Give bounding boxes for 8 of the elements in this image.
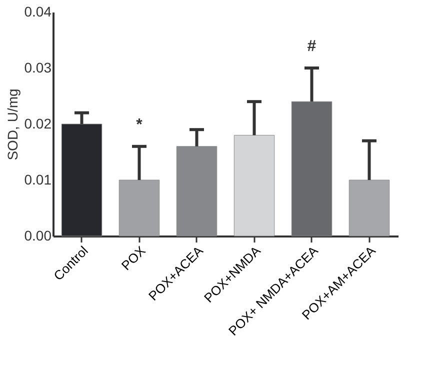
y-tick-label: 0.04	[24, 4, 52, 20]
y-tick-label: 0.03	[24, 60, 52, 76]
y-axis-title: SOD, U/mg	[4, 88, 20, 160]
data-label: *	[136, 116, 144, 134]
y-tick-label: 0.00	[24, 228, 52, 244]
y-tick-label: 0.02	[24, 116, 52, 132]
y-tick-label: 0.01	[24, 172, 52, 188]
data-label: #	[307, 38, 316, 55]
